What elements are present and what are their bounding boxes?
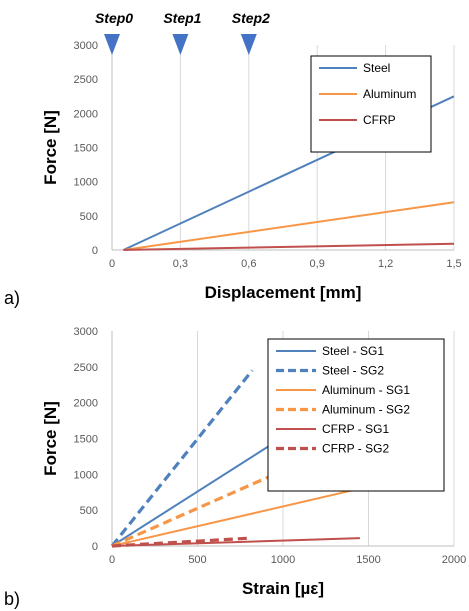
step-label: Step0	[95, 10, 133, 26]
chart-a-series-line	[123, 242, 455, 251]
chart-a-x-tick-label: 0,6	[241, 258, 256, 270]
step-label: Step1	[163, 10, 201, 26]
chart-a-x-tick-label: 1,2	[378, 258, 393, 270]
chart-b-x-tick-label: 500	[188, 554, 206, 566]
chart-b-legend-label: CFRP - SG1	[322, 422, 389, 436]
chart-a-panel-label: a)	[4, 288, 20, 308]
chart-b-x-tick-label: 1500	[356, 554, 380, 566]
chart-a-x-tick-label: 0,3	[173, 258, 188, 270]
chart-b-legend-label: Steel - SG1	[322, 344, 384, 358]
chart-a-y-tick-label: 2500	[74, 74, 98, 86]
chart-a-y-tick-label: 2000	[74, 108, 98, 120]
chart-a-y-tick-label: 1500	[74, 143, 98, 155]
chart-a-y-tick-label: 3000	[74, 40, 98, 52]
chart-a-y-tick-label: 1000	[74, 177, 98, 189]
chart-b-series-line	[110, 369, 254, 547]
chart-a-y-tick-label: 500	[80, 211, 98, 223]
chart-a-legend-label: CFRP	[363, 113, 396, 127]
chart-b-legend-label: Steel - SG2	[322, 364, 384, 378]
chart-b-y-tick-label: 1000	[74, 469, 98, 481]
chart-b-y-tick-label: 0	[92, 541, 98, 553]
chart-a-legend-label: Aluminum	[363, 87, 416, 101]
chart-a-x-axis-title: Displacement [mm]	[205, 283, 362, 302]
chart-b-panel-label: b)	[4, 589, 20, 609]
step-label: Step2	[232, 10, 270, 26]
chart-b-legend-label: CFRP - SG2	[322, 442, 389, 456]
chart-b-y-tick-label: 2500	[74, 362, 98, 374]
chart-b-series-line	[111, 536, 251, 548]
chart-b-y-tick-label: 3000	[74, 326, 98, 338]
chart-b-x-tick-label: 2000	[442, 554, 466, 566]
chart-a-legend-label: Steel	[363, 61, 390, 75]
chart-a-y-tick-label: 0	[92, 245, 98, 257]
chart-b-y-tick-label: 2000	[74, 398, 98, 410]
step-marker	[104, 34, 120, 55]
chart-b-y-axis-title: Force [N]	[41, 401, 60, 476]
chart-b-y-tick-label: 1500	[74, 434, 98, 446]
step-marker	[172, 34, 189, 55]
chart-a-x-tick-label: 1,5	[446, 258, 461, 270]
chart-b-legend-label: Aluminum - SG1	[322, 383, 410, 397]
chart-b-series-line	[111, 537, 360, 547]
chart-b-x-tick-label: 1000	[271, 554, 295, 566]
chart-a-legend-box	[310, 55, 432, 153]
step-marker	[240, 34, 257, 55]
chart-b-legend-box	[267, 338, 445, 492]
chart-b-legend-label: Aluminum - SG2	[322, 403, 410, 417]
chart-a-series-line	[123, 201, 455, 251]
chart-b-x-tick-label: 0	[109, 554, 115, 566]
chart-b-y-tick-label: 500	[80, 505, 98, 517]
chart-b-x-axis-title: Strain [µε]	[242, 579, 324, 598]
chart-a-x-tick-label: 0,9	[310, 258, 325, 270]
chart-b-series-line	[111, 472, 277, 548]
chart-a-y-axis-title: Force [N]	[41, 110, 60, 185]
chart-a-x-tick-label: 0	[109, 258, 115, 270]
